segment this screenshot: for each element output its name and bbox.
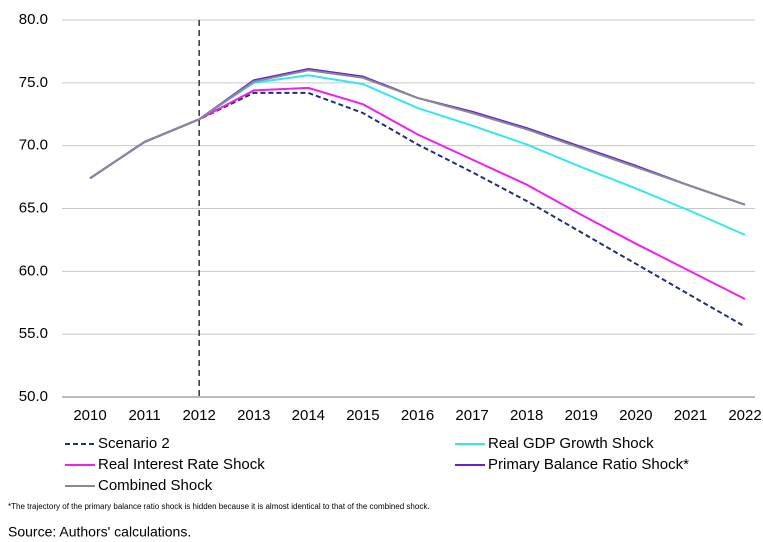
x-tick-label: 2021 bbox=[674, 407, 707, 424]
legend-label: Combined Shock bbox=[98, 477, 213, 494]
footnote: *The trajectory of the primary balance r… bbox=[8, 502, 430, 511]
legend-label: Primary Balance Ratio Shock* bbox=[488, 456, 689, 473]
line-series bbox=[89, 91, 746, 328]
source: Source: Authors' calculations. bbox=[8, 524, 191, 540]
line-series bbox=[89, 67, 746, 206]
y-tick-label: 75.0 bbox=[19, 74, 48, 91]
legend-label: Scenario 2 bbox=[98, 435, 170, 452]
x-tick-label: 2020 bbox=[619, 407, 652, 424]
x-tick-label: 2012 bbox=[182, 407, 215, 424]
x-tick-label: 2022 bbox=[728, 407, 761, 424]
legend-label: Real GDP Growth Shock bbox=[488, 435, 654, 452]
y-tick-label: 55.0 bbox=[19, 325, 48, 342]
y-tick-label: 60.0 bbox=[19, 262, 48, 279]
x-tick-label: 2010 bbox=[73, 407, 106, 424]
x-tick-label: 2011 bbox=[128, 407, 160, 424]
x-tick-label: 2015 bbox=[346, 407, 379, 424]
x-tick-label: 2013 bbox=[237, 407, 270, 424]
line-series bbox=[89, 69, 746, 206]
x-tick-label: 2017 bbox=[455, 407, 488, 424]
x-tick-label: 2014 bbox=[292, 407, 325, 424]
line-series bbox=[89, 74, 746, 236]
y-tick-label: 50.0 bbox=[19, 388, 48, 405]
y-tick-label: 70.0 bbox=[19, 137, 48, 154]
x-tick-label: 2019 bbox=[565, 407, 598, 424]
y-tick-label: 80.0 bbox=[19, 11, 48, 28]
y-tick-label: 65.0 bbox=[19, 199, 48, 216]
x-tick-label: 2016 bbox=[401, 407, 434, 424]
legend-label: Real Interest Rate Shock bbox=[98, 456, 265, 473]
x-tick-label: 2018 bbox=[510, 407, 543, 424]
